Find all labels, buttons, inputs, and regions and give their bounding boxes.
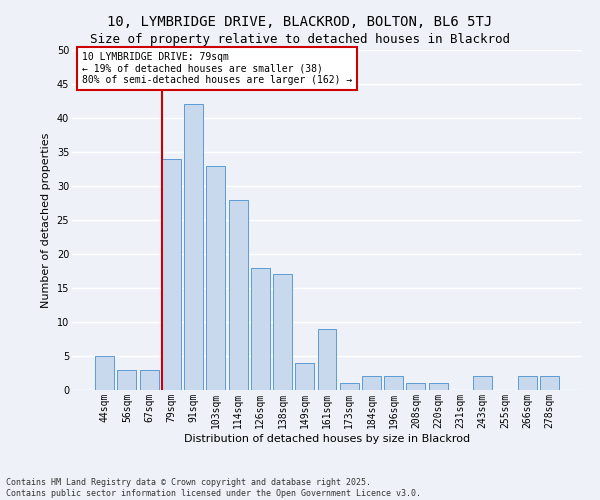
Bar	[384, 376, 403, 390]
Text: 10, LYMBRIDGE DRIVE, BLACKROD, BOLTON, BL6 5TJ: 10, LYMBRIDGE DRIVE, BLACKROD, BOLTON, B…	[107, 15, 493, 29]
Bar	[295, 363, 314, 390]
Bar	[206, 166, 225, 390]
Bar	[473, 376, 492, 390]
Bar	[273, 274, 292, 390]
Text: Contains HM Land Registry data © Crown copyright and database right 2025.
Contai: Contains HM Land Registry data © Crown c…	[6, 478, 421, 498]
Bar	[406, 383, 425, 390]
Bar	[317, 329, 337, 390]
Bar	[162, 159, 181, 390]
Bar	[118, 370, 136, 390]
Text: 10 LYMBRIDGE DRIVE: 79sqm
← 19% of detached houses are smaller (38)
80% of semi-: 10 LYMBRIDGE DRIVE: 79sqm ← 19% of detac…	[82, 52, 352, 85]
Bar	[429, 383, 448, 390]
Bar	[229, 200, 248, 390]
Bar	[95, 356, 114, 390]
Bar	[140, 370, 158, 390]
X-axis label: Distribution of detached houses by size in Blackrod: Distribution of detached houses by size …	[184, 434, 470, 444]
Bar	[340, 383, 359, 390]
Bar	[518, 376, 536, 390]
Bar	[362, 376, 381, 390]
Y-axis label: Number of detached properties: Number of detached properties	[41, 132, 51, 308]
Bar	[184, 104, 203, 390]
Text: Size of property relative to detached houses in Blackrod: Size of property relative to detached ho…	[90, 32, 510, 46]
Bar	[251, 268, 270, 390]
Bar	[540, 376, 559, 390]
